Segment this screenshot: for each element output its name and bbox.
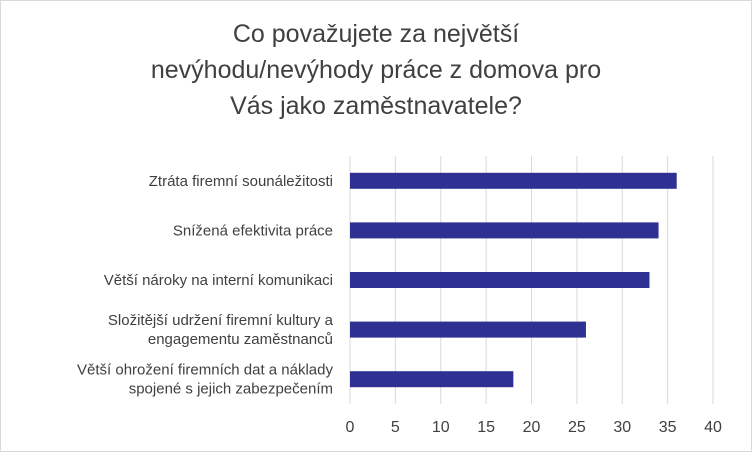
chart-title: Co považujete za největší nevýhodu/nevýh…	[0, 16, 752, 124]
x-tick-label: 5	[391, 419, 400, 436]
category-label: Složitější udržení firemní kultury a enga…	[108, 312, 334, 348]
bar	[350, 371, 514, 388]
category-label: Větší nároky na interní komunikaci	[104, 272, 333, 289]
x-tick-label: 30	[613, 419, 631, 436]
x-tick-label: 0	[346, 419, 355, 436]
x-tick-label: 10	[432, 419, 450, 436]
category-label: Snížená efektivita práce	[173, 222, 333, 239]
category-label: Větší ohrožení firemních dat a náklady sp…	[77, 362, 333, 398]
chart-title-line-2: nevýhodu/nevýhody práce z domova pro	[150, 56, 602, 84]
bar	[350, 222, 659, 239]
bar	[350, 272, 650, 288]
x-tick-label: 20	[523, 419, 541, 436]
x-tick-label: 35	[659, 419, 677, 436]
x-tick-label: 40	[704, 419, 722, 436]
bar	[350, 321, 586, 338]
category-label: Ztráta firemní sounáležitosti	[149, 173, 333, 190]
x-tick-label: 25	[568, 419, 586, 436]
bar	[350, 172, 677, 189]
chart-title-line-1: Co považujete za největší	[232, 20, 520, 48]
chart-title-line-3: Vás jako zaměstnavatele?	[230, 92, 522, 120]
x-tick-label: 15	[477, 419, 495, 436]
